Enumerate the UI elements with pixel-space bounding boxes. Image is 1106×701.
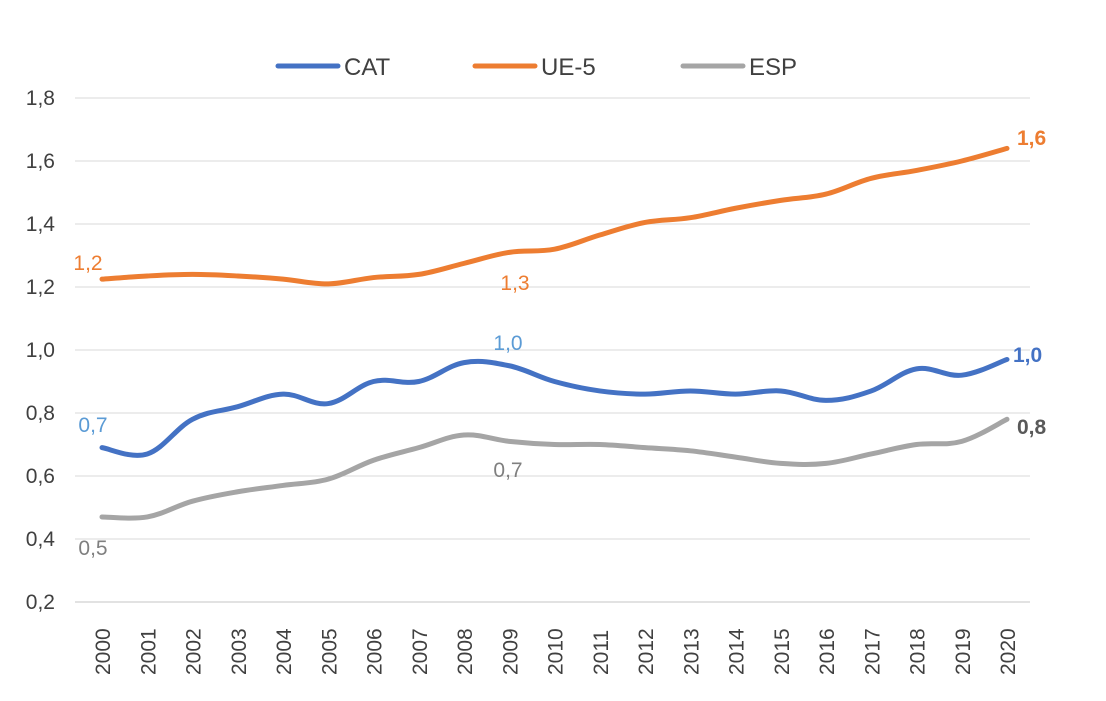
data-label: 1,3 [500, 272, 529, 295]
y-tick-label: 0,4 [26, 528, 56, 551]
x-tick-label: 2014 [726, 628, 749, 675]
data-label: 0,5 [78, 537, 107, 560]
x-tick-label: 2002 [183, 628, 206, 675]
legend: CAT UE-5 ESP [275, 54, 797, 81]
x-tick-label: 2010 [545, 628, 568, 675]
x-tick-label: 2009 [499, 628, 522, 675]
x-tick-label: 2013 [680, 628, 703, 675]
x-tick-label: 2007 [409, 628, 432, 675]
y-tick-label: 0,6 [26, 465, 55, 488]
y-tick-label: 1,2 [26, 276, 55, 299]
gridlines [75, 97, 1030, 540]
data-labels: 0,7 1,0 1,0 1,2 1,3 1,6 0,5 0,7 0,8 [73, 127, 1046, 560]
series-line-cat [99, 356, 1010, 458]
x-tick-label: 2016 [816, 628, 839, 675]
data-label: 0,7 [78, 414, 107, 437]
data-label: 1,2 [73, 252, 102, 275]
legend-label-esp: ESP [749, 54, 797, 81]
x-tick-label: 2005 [318, 628, 341, 675]
y-tick-label: 0,2 [26, 591, 55, 614]
y-axis-ticks: 0,2 0,4 0,6 0,8 1,0 1,2 1,4 1,6 1,8 [26, 87, 56, 614]
x-tick-label: 2019 [952, 628, 975, 675]
x-axis-ticks: 2000 2001 2002 2003 2004 2005 2006 2007 2008 2009… [92, 628, 1020, 675]
data-label: 1,6 [1017, 127, 1046, 150]
series-line-esp [99, 416, 1010, 521]
data-label: 1,0 [493, 332, 522, 355]
x-tick-label: 2008 [454, 628, 477, 675]
y-tick-label: 1,8 [26, 87, 55, 110]
x-tick-label: 2006 [364, 628, 387, 675]
y-tick-label: 1,4 [26, 213, 56, 236]
x-tick-label: 2020 [997, 628, 1020, 675]
x-tick-label: 2004 [273, 628, 296, 675]
data-label: 0,8 [1017, 416, 1047, 439]
x-tick-label: 2012 [635, 628, 658, 675]
x-tick-label: 2018 [907, 628, 930, 675]
x-tick-label: 2011 [590, 630, 613, 675]
series-lines [99, 145, 1010, 521]
data-label: 0,7 [493, 459, 522, 482]
legend-label-cat: CAT [344, 54, 391, 81]
x-tick-label: 2015 [771, 628, 794, 675]
data-label: 1,0 [1013, 344, 1042, 367]
x-tick-label: 2001 [137, 628, 160, 675]
y-tick-label: 0,8 [26, 402, 55, 425]
series-line-ue-5 [99, 145, 1010, 287]
x-tick-label: 2000 [92, 628, 115, 675]
x-tick-label: 2017 [861, 628, 884, 675]
y-tick-label: 1,6 [26, 150, 55, 173]
y-tick-label: 1,0 [26, 339, 55, 362]
x-tick-label: 2003 [228, 628, 251, 675]
legend-label-ue-5: UE-5 [541, 54, 596, 81]
